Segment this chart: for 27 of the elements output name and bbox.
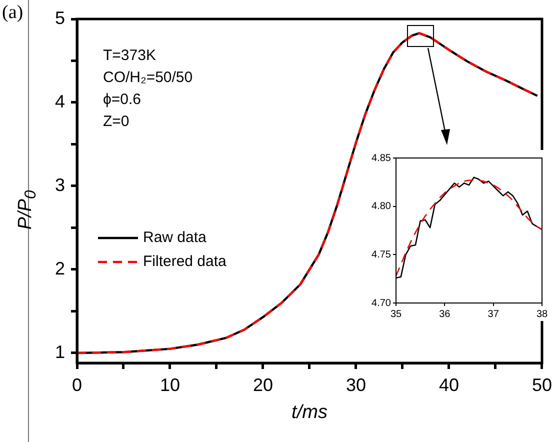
text: (a) [2,2,24,24]
y-tick-label: 5 [54,8,65,28]
y-tick-label: 4.80 [372,201,392,212]
legend-label: Filtered data [143,252,226,272]
y-tick-label: 1 [54,342,65,362]
annotation: Z=0 [103,112,130,132]
x-tick-label: 10 [160,374,180,395]
x-tick-label: 0 [72,374,82,395]
y-tick-label: 4 [54,91,65,112]
y-tick-label: 4.70 [372,298,392,309]
x-tick-label: 30 [346,374,366,395]
x-tick-label: 36 [439,308,451,320]
x-tick-label: 20 [252,374,274,395]
x-tick-label: 37 [488,308,500,320]
annotation: CO/H₂=50/50 [103,68,193,88]
y-tick-label: 3 [54,174,65,195]
y-tick-label: 2 [54,258,65,278]
x-tick-label: 35 [390,308,402,320]
y-tick-label: 4.85 [372,152,392,164]
x-tick-label: 50 [532,374,552,395]
annotation: ϕ=0.6 [103,90,142,110]
x-axis-title: t/ms [292,402,328,423]
legend-label: Raw data [143,228,206,248]
annotation: T=373K [103,46,157,66]
x-tick-label: 38 [536,308,548,320]
y-tick-label: 4.75 [372,249,392,260]
x-tick-label: 40 [438,374,460,395]
